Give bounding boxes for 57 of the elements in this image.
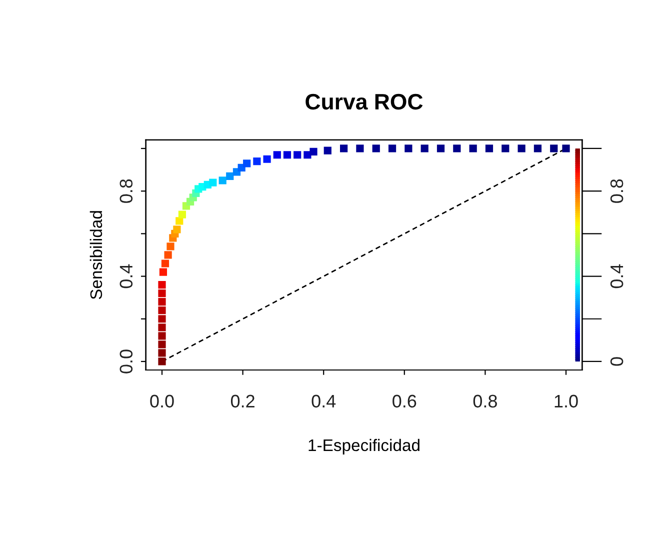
- point: [372, 144, 380, 152]
- y2-tick-label: 0: [610, 357, 624, 366]
- point: [562, 144, 570, 152]
- point: [161, 260, 170, 268]
- point: [283, 151, 292, 159]
- point: [173, 226, 181, 234]
- y-tick-label: 0.4: [120, 264, 133, 288]
- point: [166, 242, 174, 250]
- point: [420, 144, 428, 152]
- point: [158, 306, 166, 314]
- x-axis-title: 1-Especificidad: [308, 438, 420, 454]
- point: [436, 144, 445, 152]
- point: [485, 144, 494, 152]
- point: [518, 144, 526, 152]
- x-tick-label: 0.0: [150, 394, 174, 408]
- point: [273, 151, 281, 159]
- point: [158, 298, 166, 306]
- chart-title: Curva ROC: [306, 94, 423, 110]
- y2-tick-label: 0.4: [610, 264, 624, 288]
- point: [158, 324, 166, 332]
- point: [159, 268, 168, 276]
- point: [404, 144, 412, 152]
- y-tick-label: 0.8: [120, 179, 133, 203]
- point: [158, 332, 166, 340]
- point: [158, 358, 166, 366]
- point: [178, 210, 186, 218]
- y2-tick-label: 0.8: [610, 179, 624, 203]
- point: [158, 280, 166, 289]
- point: [218, 176, 226, 184]
- point: [164, 251, 172, 259]
- point: [158, 290, 166, 298]
- point: [209, 178, 217, 186]
- x-tick-label: 0.8: [473, 394, 497, 408]
- y-axis-title: Sensibilidad: [90, 211, 102, 300]
- point: [388, 144, 396, 152]
- point: [469, 144, 477, 152]
- point: [158, 349, 166, 357]
- point: [356, 144, 364, 152]
- point: [158, 340, 166, 348]
- point: [324, 146, 332, 154]
- x-tick-label: 0.6: [392, 394, 416, 408]
- y-tick-label: 0.0: [120, 350, 133, 374]
- x-tick-label: 0.4: [312, 394, 336, 408]
- point: [263, 155, 271, 163]
- point: [534, 144, 542, 152]
- x-tick-label: 0.2: [230, 394, 254, 408]
- point: [550, 144, 558, 152]
- x-tick-label: 1.0: [554, 394, 578, 408]
- point: [294, 151, 302, 159]
- point: [243, 160, 251, 168]
- point: [453, 144, 461, 152]
- point: [226, 172, 234, 180]
- point: [158, 315, 166, 323]
- point: [340, 144, 348, 152]
- point: [310, 148, 318, 156]
- point: [502, 144, 510, 152]
- point: [253, 157, 261, 166]
